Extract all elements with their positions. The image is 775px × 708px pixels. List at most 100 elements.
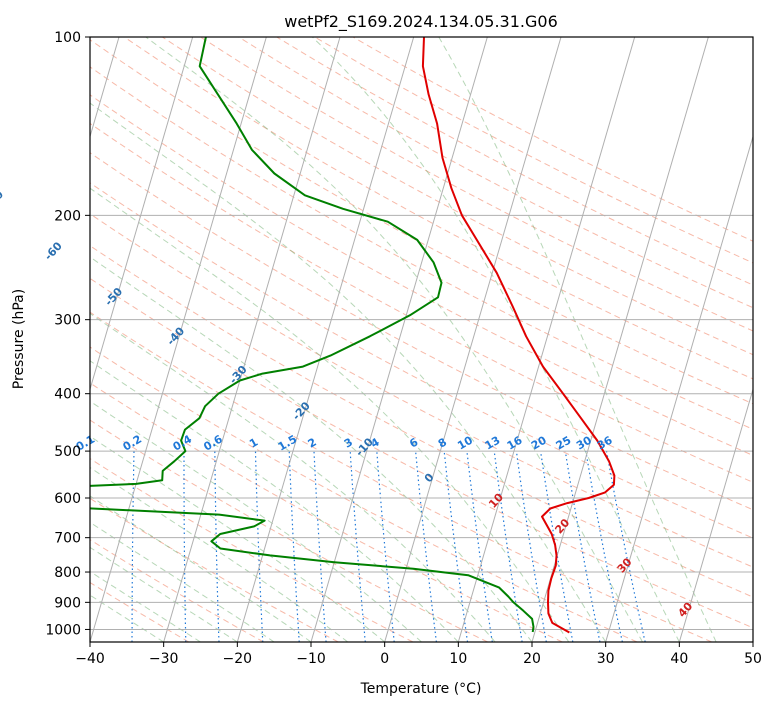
mixing-ratio-line <box>288 451 300 642</box>
x-tick-label: −30 <box>149 651 179 667</box>
isotherm-line <box>531 37 709 642</box>
y-tick-label: 600 <box>54 491 81 507</box>
mixing-ratio-line <box>585 450 623 642</box>
mixing-ratio-line <box>443 451 469 642</box>
dry-adiabat-line <box>90 419 488 642</box>
moist-adiabat-line <box>145 37 643 642</box>
isotherm-label: -70 <box>0 188 6 212</box>
y-tick-label: 200 <box>54 208 81 224</box>
dry-adiabat-line <box>90 245 753 598</box>
isotherm-line <box>90 37 194 392</box>
moist-adiabat-line <box>90 256 533 642</box>
x-tick-label: −40 <box>75 651 105 667</box>
background-lines <box>90 37 753 642</box>
isotherm-label: 20 <box>552 516 572 536</box>
isotherm-line <box>457 37 636 642</box>
y-tick-label: 700 <box>54 531 81 547</box>
mixing-ratio-line <box>564 451 601 642</box>
mixing-ratio-label: 10 <box>455 433 475 452</box>
dry-adiabat-line <box>90 39 753 405</box>
temperature-line <box>421 37 616 634</box>
isotherm-line <box>752 640 753 642</box>
x-tick-label: −10 <box>296 651 326 667</box>
mixing-ratio-label: 25 <box>554 434 574 453</box>
mixing-ratio-label: 0.2 <box>121 433 144 454</box>
y-tick-label: 100 <box>54 30 81 46</box>
mixing-ratio-label: 1 <box>247 436 260 451</box>
x-tick-label: −20 <box>223 651 253 667</box>
moist-adiabat-line <box>90 187 570 642</box>
dry-adiabat-line <box>90 457 414 642</box>
mixing-ratio-line <box>183 451 187 642</box>
isotherm-line <box>163 37 341 642</box>
dry-adiabat-line <box>90 382 563 642</box>
mixing-ratio-line <box>493 451 523 642</box>
isotherm-label: -60 <box>42 239 65 263</box>
isotherm-label: 10 <box>486 490 506 510</box>
x-tick-label: 30 <box>597 651 615 667</box>
mixing-ratio-label: 0.4 <box>171 432 195 453</box>
isotherm-line <box>310 37 488 642</box>
dry-adiabat-line <box>200 37 753 332</box>
mixing-ratio-line <box>349 451 366 642</box>
dry-adiabat-line <box>238 37 753 309</box>
mixing-ratio-label: 8 <box>436 436 449 451</box>
dry-adiabat-line <box>276 37 753 286</box>
moist-adiabat-line <box>311 37 680 642</box>
moist-adiabat-line <box>90 360 459 642</box>
mixing-ratio-label: 1.5 <box>276 433 299 454</box>
y-axis-label: Pressure (hPa) <box>11 289 27 389</box>
y-tick-label: 300 <box>54 313 81 329</box>
chart-title: wetPf2_S169.2024.134.05.31.G06 <box>284 12 558 32</box>
x-axis-label: Temperature (°C) <box>360 681 482 697</box>
mixing-ratio-label: 13 <box>483 434 503 453</box>
mixing-ratio-line <box>313 451 327 642</box>
mixing-ratio-line <box>540 451 574 642</box>
dry-adiabat-line <box>90 277 753 629</box>
isotherm-label: 0 <box>422 470 437 485</box>
mixing-ratio-line <box>376 451 395 642</box>
x-tick-label: 20 <box>523 651 541 667</box>
moist-adiabat-line <box>90 312 496 642</box>
mixing-ratio-line <box>515 451 547 642</box>
x-tick-label: 0 <box>380 651 389 667</box>
mixing-ratio-label: 16 <box>505 433 525 452</box>
dewpoint-line <box>90 37 535 633</box>
isotherm-line <box>236 37 415 642</box>
dry-adiabat-line <box>123 37 753 380</box>
dry-adiabat-line <box>90 311 712 642</box>
dry-adiabat-line <box>90 346 638 642</box>
series-layer <box>90 37 616 634</box>
isotherm-line <box>384 37 562 642</box>
dry-adiabat-line <box>90 94 753 456</box>
isotherm-line <box>678 387 753 642</box>
isoline-labels: 0.10.20.40.611.52346810131620253036-100-… <box>0 188 696 620</box>
mixing-ratio-label: 2 <box>306 436 319 451</box>
isotherm-label: -40 <box>164 324 187 348</box>
dry-adiabat-line <box>90 152 753 511</box>
mixing-ratio-line <box>466 451 493 642</box>
isotherm-line <box>90 37 267 642</box>
dry-adiabat-line <box>90 122 753 483</box>
mixing-ratio-label: 36 <box>595 433 615 452</box>
dry-adiabat-line <box>90 213 753 568</box>
x-tick-label: 50 <box>744 651 762 667</box>
y-axis: 100 200 300 400 500 600 700 800 900 1000 <box>45 30 90 638</box>
moist-adiabat-line <box>438 37 717 642</box>
y-tick-label: 900 <box>54 595 81 611</box>
isotherm-label: -20 <box>290 399 313 423</box>
moist-adiabat-line <box>90 546 238 642</box>
dry-adiabat-line <box>90 581 190 642</box>
mixing-ratio-line <box>415 451 437 642</box>
x-tick-label: 10 <box>449 651 467 667</box>
isotherm-label: -50 <box>102 285 125 309</box>
y-tick-label: 400 <box>54 387 81 403</box>
y-tick-label: 800 <box>54 565 81 581</box>
dry-adiabat-line <box>90 539 264 642</box>
moist-adiabat-line <box>90 435 386 642</box>
moist-adiabat-line <box>90 102 607 642</box>
y-tick-label: 1000 <box>45 622 81 638</box>
mixing-ratio-line <box>131 451 135 642</box>
mixing-ratio-line <box>254 451 264 642</box>
